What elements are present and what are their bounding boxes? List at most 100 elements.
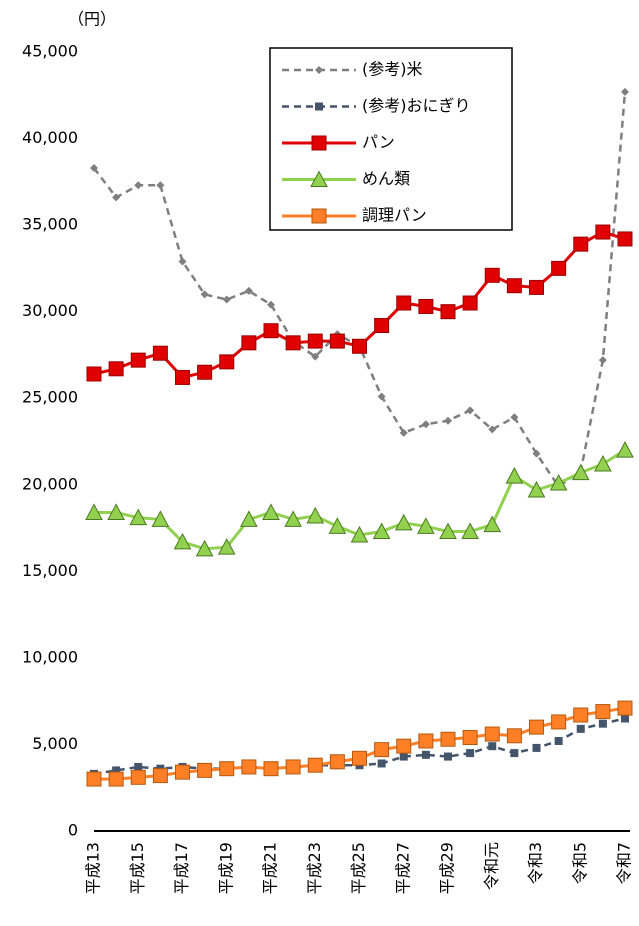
marker	[483, 515, 502, 533]
marker	[197, 364, 213, 380]
marker	[529, 279, 544, 295]
x-tick-label: 平成27	[393, 842, 412, 894]
marker	[112, 766, 121, 775]
marker	[85, 503, 103, 520]
marker	[219, 761, 235, 777]
marker	[595, 224, 611, 240]
marker	[307, 333, 323, 349]
y-tick-label: 30,000	[22, 301, 78, 320]
marker	[506, 728, 522, 744]
marker	[595, 704, 611, 720]
marker	[262, 503, 280, 520]
marker	[329, 754, 345, 770]
x-tick-label: 平成29	[438, 842, 457, 894]
marker	[571, 463, 590, 481]
marker	[418, 298, 434, 314]
marker	[377, 759, 386, 768]
y-tick-label: 40,000	[22, 128, 78, 147]
x-tick-label: 令和元	[482, 842, 501, 890]
marker	[311, 352, 320, 361]
marker	[377, 392, 386, 401]
marker	[352, 750, 367, 766]
series-line	[93, 230, 626, 380]
marker	[267, 300, 275, 309]
legend-label: 調理パン	[362, 206, 427, 225]
marker	[462, 730, 478, 746]
marker	[444, 416, 452, 425]
marker	[178, 257, 187, 266]
marker	[222, 295, 231, 304]
marker	[554, 736, 563, 745]
marker	[551, 714, 567, 730]
marker	[285, 335, 301, 351]
y-axis-label: （円）	[68, 10, 116, 29]
marker	[152, 345, 168, 361]
marker	[306, 506, 325, 524]
marker	[200, 290, 209, 299]
y-tick-label: 15,000	[22, 561, 78, 580]
marker	[529, 719, 544, 735]
marker	[263, 761, 279, 777]
marker	[417, 517, 435, 534]
marker	[396, 738, 412, 754]
marker	[532, 743, 541, 752]
x-tick-label: 令和3	[526, 842, 545, 884]
marker	[329, 333, 345, 349]
marker	[399, 428, 408, 437]
marker	[466, 749, 475, 758]
legend-marker	[315, 102, 323, 111]
x-tick-label: 平成15	[128, 842, 147, 894]
marker	[134, 181, 143, 190]
marker	[439, 522, 457, 540]
marker	[372, 522, 391, 540]
marker	[108, 771, 124, 787]
x-tick-group: 平成23	[305, 842, 324, 894]
marker	[573, 236, 589, 252]
marker	[394, 513, 413, 531]
y-tick-label: 0	[68, 821, 78, 840]
marker	[621, 87, 629, 96]
marker	[399, 752, 408, 761]
marker	[484, 267, 500, 283]
marker	[241, 335, 257, 351]
marker	[219, 354, 235, 370]
marker	[510, 749, 519, 758]
marker	[175, 369, 190, 385]
x-tick-group: 平成17	[172, 842, 191, 894]
legend-marker	[315, 66, 323, 74]
x-tick-label: 平成23	[305, 842, 324, 894]
marker	[86, 366, 102, 382]
marker	[241, 759, 257, 775]
marker	[598, 356, 607, 365]
marker	[175, 764, 190, 780]
x-tick-group: 平成15	[128, 842, 147, 894]
x-tick-label: 令和7	[615, 842, 634, 884]
marker	[617, 231, 633, 247]
marker	[130, 769, 146, 785]
y-tick-label: 45,000	[22, 42, 78, 61]
marker	[598, 719, 607, 728]
marker	[130, 352, 146, 368]
marker	[328, 517, 347, 534]
marker	[156, 181, 165, 190]
marker	[617, 700, 633, 716]
legend-marker	[311, 208, 327, 224]
marker	[573, 707, 589, 723]
y-tick-label: 35,000	[22, 215, 78, 234]
marker	[374, 318, 390, 334]
marker	[551, 260, 567, 276]
y-tick-label: 5,000	[32, 734, 78, 753]
marker	[484, 726, 500, 742]
legend-label: パン	[362, 133, 395, 152]
x-tick-group: 平成25	[349, 842, 368, 894]
legend-label: めん類	[362, 169, 410, 188]
marker	[527, 480, 546, 498]
marker	[240, 510, 258, 527]
legend-marker	[310, 170, 328, 187]
marker	[506, 278, 522, 294]
legend-marker	[311, 135, 327, 151]
marker	[396, 295, 412, 311]
marker	[134, 762, 143, 771]
x-tick-group: 平成19	[216, 842, 235, 894]
